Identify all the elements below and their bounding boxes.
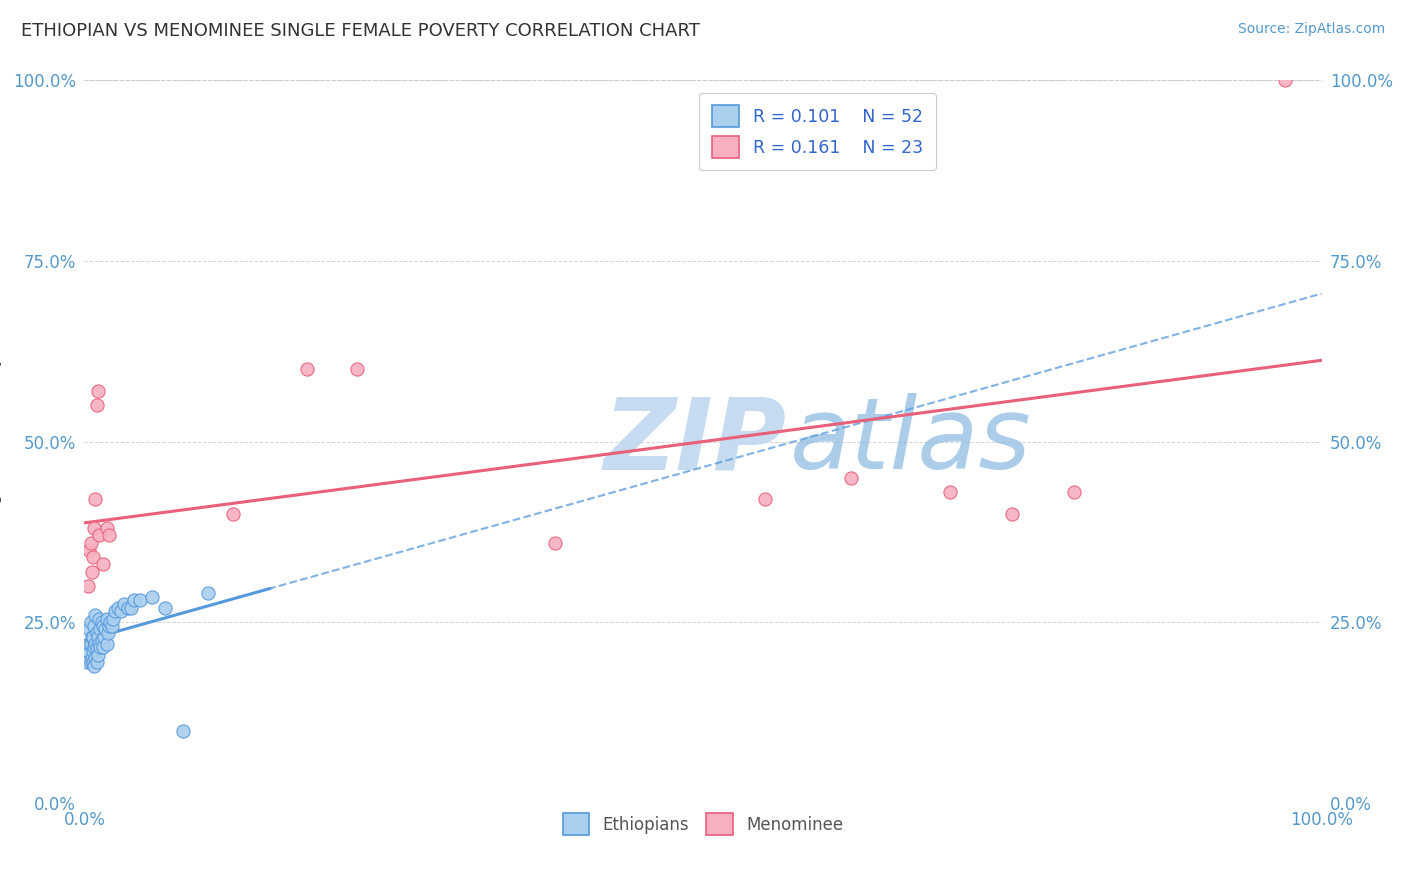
Point: [89, 611, 111, 625]
Point: [79, 655, 101, 669]
Point: [79, 637, 101, 651]
Point: [98, 528, 121, 542]
Point: [89, 528, 111, 542]
Point: [89, 623, 111, 637]
Point: [79, 615, 101, 630]
Point: [89, 640, 111, 655]
Point: [84, 637, 107, 651]
Point: [87, 630, 110, 644]
Point: [79, 623, 101, 637]
Point: [86, 655, 108, 669]
Point: [86, 640, 108, 655]
Point: [1001, 507, 1024, 521]
Point: [346, 362, 368, 376]
Point: [80, 651, 103, 665]
Point: [112, 597, 135, 611]
Point: [98, 615, 121, 630]
Point: [76, 655, 98, 669]
Point: [82, 630, 104, 644]
Point: [83, 521, 105, 535]
Point: [141, 590, 163, 604]
Point: [93, 630, 115, 644]
Legend: Ethiopians, Menominee: Ethiopians, Menominee: [557, 806, 849, 841]
Point: [80, 630, 103, 644]
Y-axis label: Single Female Poverty: Single Female Poverty: [0, 357, 1, 526]
Point: [91, 640, 114, 655]
Point: [89, 637, 111, 651]
Point: [110, 604, 132, 618]
Point: [1274, 73, 1296, 87]
Point: [83, 658, 105, 673]
Point: [101, 611, 124, 625]
Point: [82, 655, 104, 669]
Point: [120, 600, 142, 615]
Point: [86, 626, 108, 640]
Point: [841, 470, 863, 484]
Point: [77, 579, 100, 593]
Point: [91, 558, 114, 572]
Text: Source: ZipAtlas.com: Source: ZipAtlas.com: [1237, 22, 1385, 37]
Point: [543, 535, 565, 549]
Point: [87, 384, 110, 398]
Point: [82, 550, 104, 565]
Point: [117, 600, 139, 615]
Point: [96, 521, 118, 535]
Point: [122, 593, 145, 607]
Point: [754, 492, 776, 507]
Text: atlas: atlas: [790, 393, 1031, 490]
Point: [79, 637, 101, 651]
Point: [80, 565, 103, 579]
Point: [83, 640, 105, 655]
Point: [100, 619, 122, 633]
Point: [77, 644, 100, 658]
Point: [104, 604, 127, 618]
Point: [84, 607, 107, 622]
Point: [90, 633, 112, 648]
Point: [87, 648, 110, 662]
Point: [96, 611, 118, 625]
Point: [90, 615, 112, 630]
Point: [97, 626, 120, 640]
Point: [98, 619, 121, 633]
Point: [79, 535, 101, 549]
Point: [1063, 485, 1085, 500]
Point: [83, 619, 105, 633]
Point: [197, 586, 219, 600]
Point: [84, 492, 107, 507]
Point: [129, 593, 152, 607]
Point: [82, 644, 104, 658]
Point: [96, 637, 118, 651]
Text: ETHIOPIAN VS MENOMINEE SINGLE FEMALE POVERTY CORRELATION CHART: ETHIOPIAN VS MENOMINEE SINGLE FEMALE POV…: [21, 22, 700, 40]
Point: [939, 485, 962, 500]
Point: [153, 600, 176, 615]
Point: [172, 723, 194, 738]
Point: [222, 507, 245, 521]
Point: [94, 623, 117, 637]
Point: [107, 600, 129, 615]
Point: [84, 651, 107, 665]
Text: ZIP: ZIP: [605, 393, 787, 490]
Point: [79, 542, 101, 557]
Point: [86, 398, 108, 412]
Point: [295, 362, 318, 376]
Point: [91, 619, 114, 633]
